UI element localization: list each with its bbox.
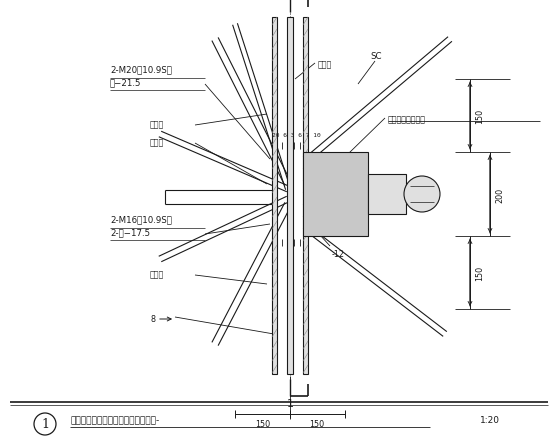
Text: GG1: GG1	[375, 177, 393, 187]
Text: 10: 10	[370, 173, 379, 183]
Bar	[287, 18, 293, 374]
Circle shape	[404, 177, 440, 212]
Text: -12: -12	[332, 249, 345, 258]
Text: 上弦杆: 上弦杆	[318, 60, 332, 69]
Text: 孔−21.5: 孔−21.5	[110, 78, 142, 87]
Text: 花蓝螺恔（紹间）: 花蓝螺恔（紹间）	[388, 115, 426, 124]
Text: 150: 150	[310, 419, 325, 428]
Text: 2-M20（10.9S）: 2-M20（10.9S）	[110, 65, 172, 74]
Text: 150: 150	[255, 419, 270, 428]
Circle shape	[34, 413, 56, 435]
Text: 20 6 3 6 7 10: 20 6 3 6 7 10	[272, 133, 321, 138]
Text: 150: 150	[475, 265, 484, 280]
Text: 1: 1	[287, 398, 293, 408]
Text: 直腑杆: 直腑杆	[150, 138, 164, 147]
Bar	[272, 18, 277, 374]
Text: 150: 150	[475, 109, 484, 124]
Text: 2-M16（10.9S）: 2-M16（10.9S）	[110, 215, 172, 223]
Text: 水平支撔、刚性系杆与桁架连接节点-: 水平支撔、刚性系杆与桁架连接节点-	[70, 416, 159, 424]
Text: 1: 1	[41, 417, 49, 431]
Bar	[303, 153, 368, 237]
Text: 200: 200	[495, 187, 504, 202]
Text: 8: 8	[150, 315, 155, 324]
Text: SC: SC	[370, 52, 381, 61]
Text: 1:20: 1:20	[480, 416, 500, 424]
Text: 斜腑杆: 斜腑杆	[150, 120, 164, 129]
Bar	[303, 18, 308, 374]
Text: 2-孔−17.5: 2-孔−17.5	[110, 227, 150, 237]
Bar	[368, 175, 406, 215]
Text: 斜腑杆: 斜腑杆	[150, 269, 164, 279]
